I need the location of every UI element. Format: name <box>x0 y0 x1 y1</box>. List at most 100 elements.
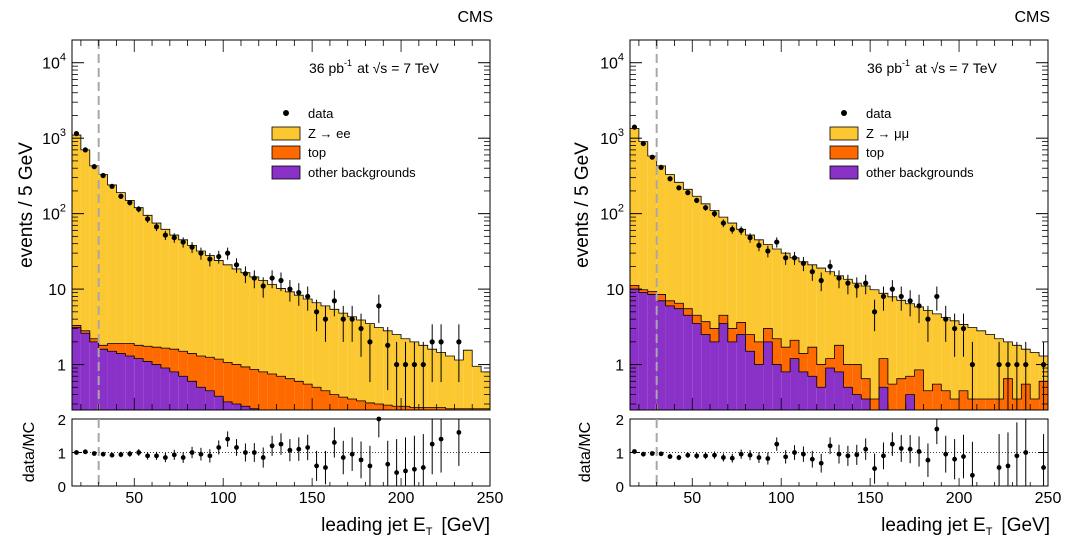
other-bar <box>807 376 817 410</box>
data-point <box>676 185 682 191</box>
ratio-point <box>358 457 364 463</box>
ratio-point <box>314 463 319 469</box>
top-bar <box>807 347 817 377</box>
other-bar <box>143 361 153 410</box>
data-point <box>153 224 160 230</box>
y-tick-label: 102 <box>42 203 66 224</box>
signal-bar <box>861 285 871 379</box>
data-point <box>649 154 655 160</box>
other-bar <box>656 300 666 410</box>
experiment-label: CMS <box>457 9 493 26</box>
ratio-point <box>1005 463 1011 469</box>
ratio-point <box>154 453 159 459</box>
signal-bar <box>807 264 817 348</box>
data-point <box>322 316 329 322</box>
signal-bar <box>178 239 188 352</box>
signal-bar <box>347 316 357 399</box>
data-point <box>233 262 240 268</box>
signal-bar <box>950 320 960 399</box>
signal-bar <box>879 293 888 359</box>
other-bar <box>852 394 862 410</box>
top-bar <box>445 408 455 410</box>
other-bar <box>240 406 250 410</box>
signal-bar <box>240 272 250 367</box>
data-point <box>685 190 691 196</box>
y-tick-label: 10 <box>48 282 66 299</box>
data-point <box>943 316 949 322</box>
ratio-point <box>456 430 462 435</box>
top-bar <box>267 373 277 410</box>
ratio-point <box>801 451 806 457</box>
x-tick-label: 100 <box>768 490 795 507</box>
ratio-y-tick-label: 0 <box>58 479 66 496</box>
other-bar <box>745 351 755 410</box>
signal-bar <box>232 268 241 365</box>
data-point <box>385 342 391 348</box>
ratio-y-tick-label: 2 <box>58 412 66 429</box>
y-tick-label: 103 <box>42 127 66 148</box>
ratio-point <box>720 455 726 460</box>
signal-bar <box>798 261 808 354</box>
data-point <box>456 339 462 345</box>
top-bar <box>160 348 170 369</box>
top-bar <box>692 315 702 324</box>
ratio-point <box>412 466 417 472</box>
top-bar <box>169 349 179 372</box>
signal-bar <box>905 303 915 377</box>
signal-bar <box>107 184 117 344</box>
other-bar <box>178 376 188 410</box>
data-point <box>1005 361 1011 368</box>
data-point <box>960 325 967 332</box>
left-chart-panel: CMS 36 pb-1 at √s = 7 TeV events / 5 GeV … <box>16 9 503 538</box>
top-bar <box>285 378 295 410</box>
other-bar <box>718 323 728 410</box>
ratio-point <box>738 451 744 457</box>
top-bar <box>463 408 473 410</box>
signal-bar <box>125 200 135 344</box>
top-bar <box>187 353 197 382</box>
top-bar <box>825 358 835 369</box>
other-bar <box>674 308 684 410</box>
ratio-y-tick-label: 2 <box>616 412 624 429</box>
signal-bar <box>285 291 295 379</box>
top-bar <box>107 343 117 352</box>
legend-top-label: top <box>866 145 884 160</box>
data-point <box>349 316 355 322</box>
experiment-label: CMS <box>1014 9 1050 26</box>
data-point <box>162 232 168 238</box>
data-point <box>278 277 284 284</box>
right-chart-panel: CMS 36 pb-1 at √s = 7 TeV events / 5 GeV … <box>572 9 1061 538</box>
signal-bar <box>674 182 684 304</box>
data-point <box>171 235 177 241</box>
top-bar <box>923 390 933 410</box>
ratio-point <box>685 452 691 458</box>
top-bar <box>736 322 746 335</box>
ratio-point <box>712 452 717 458</box>
top-bar <box>365 402 375 410</box>
signal-bar <box>143 215 153 347</box>
other-bar <box>727 341 737 410</box>
data-point <box>251 275 257 281</box>
data-point <box>127 200 133 206</box>
other-bar <box>754 364 764 410</box>
ratio-point <box>703 453 708 459</box>
top-bar <box>125 343 135 356</box>
x-tick-label: 150 <box>857 490 884 507</box>
signal-bar <box>472 366 482 409</box>
ratio-point <box>367 463 373 469</box>
ratio-point <box>729 455 735 461</box>
other-bar <box>72 327 81 410</box>
legend: data Z → μμ top other backgrounds <box>829 106 974 180</box>
x-axis-label: leading jet ET [GeV] <box>881 515 1050 538</box>
y-tick-label: 1 <box>615 358 624 375</box>
ratio-point <box>836 451 842 457</box>
data-point <box>898 293 904 300</box>
signal-bar <box>187 245 197 354</box>
data-point <box>438 339 444 345</box>
ratio-y-tick-label: 1 <box>616 446 624 463</box>
other-bar <box>98 349 108 410</box>
top-bar <box>630 285 639 290</box>
signal-bar <box>914 306 924 370</box>
other-bar <box>843 387 853 410</box>
data-point <box>340 316 346 322</box>
